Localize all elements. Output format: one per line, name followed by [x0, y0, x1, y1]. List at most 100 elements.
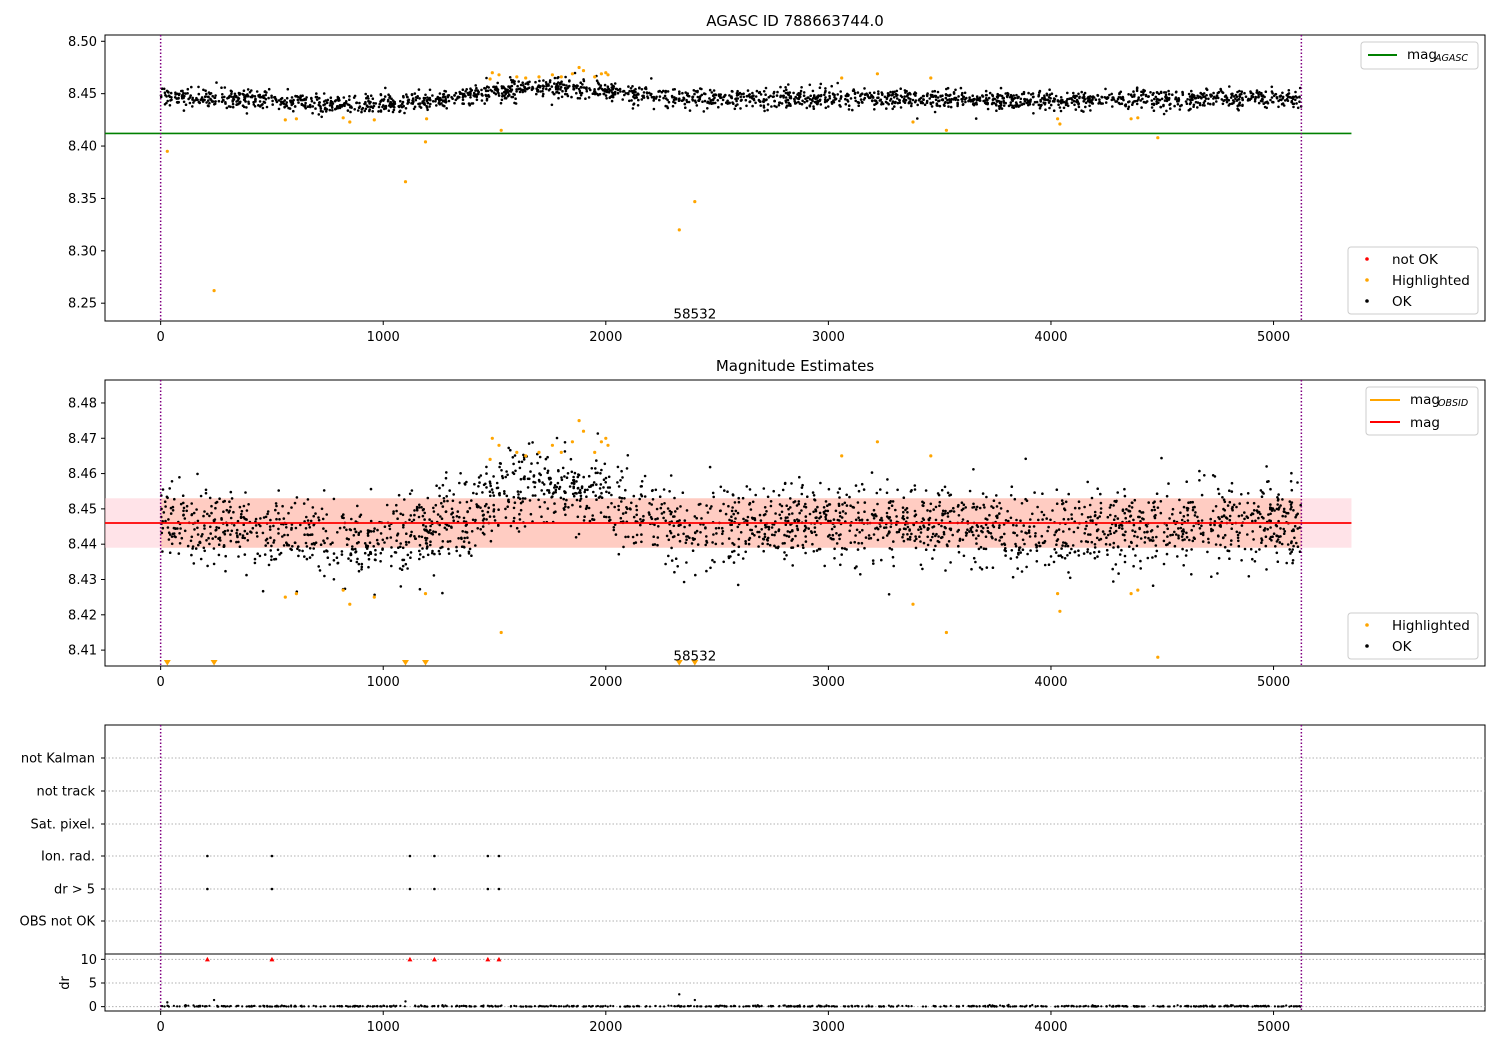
ok-point	[658, 89, 661, 93]
ok-point	[885, 107, 888, 110]
ok-point	[364, 92, 368, 96]
ok-point	[797, 96, 801, 100]
ok-point	[630, 89, 634, 93]
ok-point	[208, 542, 211, 546]
flag-point	[433, 854, 436, 858]
ok-point	[1265, 465, 1268, 468]
ok-point	[772, 95, 775, 98]
ok-point	[698, 87, 702, 90]
ok-point	[229, 533, 232, 536]
ok-point	[182, 501, 185, 505]
ok-point	[1200, 519, 1204, 522]
ok-point	[516, 490, 520, 493]
ok-point	[838, 496, 841, 499]
ok-point	[390, 97, 393, 100]
ok-point	[283, 105, 287, 108]
ok-point	[942, 532, 946, 536]
ok-point	[883, 526, 886, 529]
agasc-magnitude-panel: AGASC ID 788663744.0 0 1000 2000 3000 4000 50…	[68, 12, 1486, 345]
ok-point	[1276, 538, 1280, 541]
ok-point	[1104, 101, 1108, 104]
highlighted-point	[490, 71, 494, 75]
ok-point	[833, 525, 836, 528]
dr-point	[1176, 1004, 1179, 1007]
ok-point	[1263, 95, 1266, 99]
ok-point	[473, 482, 476, 486]
ok-point	[824, 517, 828, 521]
ok-point	[565, 84, 568, 87]
ok-point	[1212, 103, 1215, 106]
ok-point	[685, 98, 688, 102]
ok-point	[795, 518, 799, 521]
ok-point	[1165, 109, 1168, 113]
ok-point	[1021, 548, 1025, 551]
ok-point	[499, 101, 503, 105]
ok-point	[1286, 543, 1290, 546]
ok-point	[366, 532, 370, 535]
ok-point	[759, 104, 762, 107]
ok-point	[574, 491, 577, 495]
ok-point	[919, 531, 923, 534]
ok-point	[329, 542, 333, 546]
ok-point	[1164, 91, 1168, 94]
ok-point	[1048, 106, 1051, 110]
ok-point	[998, 539, 1001, 542]
ok-point	[570, 481, 574, 485]
ok-point	[332, 497, 336, 501]
ok-point	[737, 545, 741, 549]
ok-point	[481, 531, 485, 535]
ok-point	[542, 79, 545, 82]
ok-point	[591, 514, 594, 517]
ok-point	[1109, 503, 1113, 507]
ok-point	[345, 528, 348, 532]
ok-point	[964, 506, 967, 509]
ok-point	[230, 92, 233, 96]
highlighted-point	[944, 630, 949, 635]
ok-point	[255, 535, 259, 538]
ok-point	[968, 96, 971, 99]
ok-point	[737, 92, 741, 95]
ok-point	[1016, 96, 1020, 99]
ok-point	[538, 505, 542, 509]
ok-point	[528, 499, 532, 502]
ok-point	[381, 538, 385, 542]
ok-point	[212, 547, 216, 550]
ok-point	[167, 518, 170, 521]
ok-point	[522, 453, 525, 457]
ok-point	[483, 504, 487, 508]
ok-point	[191, 547, 194, 550]
ok-point	[642, 91, 646, 94]
ok-point	[378, 102, 382, 106]
x-tick-label: 1000	[367, 330, 400, 345]
ok-point	[1221, 536, 1225, 540]
ok-point	[231, 105, 235, 109]
highlighted-point	[294, 117, 298, 121]
ok-point	[424, 539, 428, 542]
ok-point	[1230, 539, 1233, 542]
ok-point	[1135, 99, 1139, 103]
ok-point	[1269, 526, 1272, 529]
dr-point	[1218, 1005, 1221, 1008]
ok-point	[739, 95, 742, 99]
ok-point	[1152, 91, 1155, 95]
ok-point	[272, 524, 275, 528]
ok-point	[290, 526, 293, 530]
ok-point	[543, 501, 546, 504]
ok-point	[1031, 512, 1034, 516]
ok-point	[1169, 107, 1172, 110]
highlighted-point	[911, 602, 915, 606]
ok-point	[317, 516, 320, 519]
ok-point	[397, 546, 400, 549]
ok-point	[948, 98, 951, 101]
ok-point	[688, 536, 691, 540]
ok-point	[1019, 97, 1023, 101]
ok-point	[632, 515, 636, 519]
ok-point	[387, 109, 391, 112]
ok-point	[673, 101, 677, 105]
ok-point	[815, 549, 819, 552]
ok-point	[1264, 544, 1268, 548]
ok-point	[746, 515, 750, 519]
ok-point	[691, 99, 695, 102]
ok-point	[1084, 101, 1088, 104]
ok-point	[1289, 480, 1293, 483]
